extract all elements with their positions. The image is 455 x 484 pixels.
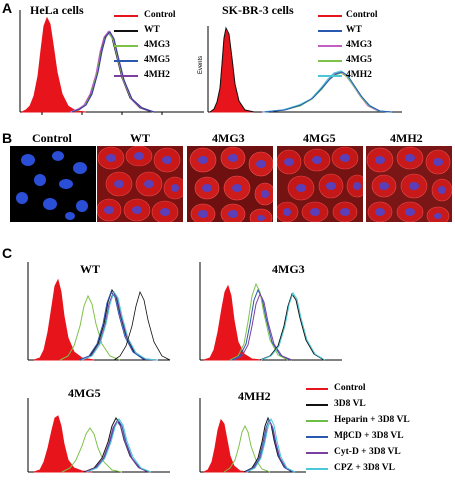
panel-label-a: A [2, 0, 13, 16]
c-legend-heparin: Heparin + 3D8 VL [334, 415, 410, 425]
skbr3-legend-4mg3: 4MG3 [346, 40, 372, 50]
hela-title: HeLa cells [30, 3, 84, 17]
micrograph-4mg5 [277, 146, 363, 222]
skbr3-legend-4mh2: 4MH2 [346, 70, 372, 80]
micrograph-4mh2 [366, 146, 452, 222]
micro-label-control: Control [32, 131, 72, 145]
panel-label-c: C [2, 245, 13, 261]
micro-label-4mg5: 4MG5 [303, 131, 336, 145]
skbr3-wt-control-outline [209, 26, 255, 113]
c-title-wt: WT [80, 262, 101, 276]
hela-control-peak [21, 16, 87, 113]
skbr3-histogram [207, 26, 402, 113]
c-title-4mg5: 4MG5 [68, 386, 101, 400]
c-legend-3d8vl: 3D8 VL [334, 399, 366, 409]
skbr3-title: SK-BR-3 cells [222, 3, 294, 17]
c-histogram-4mh2 [199, 398, 306, 473]
micrograph-4mg3 [187, 146, 273, 222]
skbr3-legend-4mg5: 4MG5 [346, 55, 372, 65]
micro-label-4mg3: 4MG3 [212, 131, 245, 145]
c-legend-cytd: Cyt-D + 3D8 VL [334, 447, 401, 457]
c-title-4mg3: 4MG3 [272, 262, 305, 276]
skbr3-wt-curve [264, 71, 393, 113]
hela-legend-wt: WT [144, 25, 160, 35]
skbr3-control-peak [209, 28, 255, 113]
hela-legend-control: Control [144, 10, 176, 20]
hela-legend-4mg3: 4MG3 [144, 40, 170, 50]
c-histogram-wt [27, 262, 171, 361]
micro-label-4mh2: 4MH2 [390, 131, 423, 145]
micro-label-wt: WT [130, 131, 151, 145]
micrograph-control [10, 146, 96, 222]
c-legend-cpz: CPZ + 3D8 VL [334, 463, 395, 473]
c-legend-mbcd: MβCD + 3D8 VL [334, 431, 404, 441]
hela-legend-4mg5: 4MG5 [144, 55, 170, 65]
hela-4mg5-curve [70, 32, 154, 113]
c-histogram-4mg3 [199, 262, 342, 361]
skbr3-legend-control: Control [346, 10, 378, 20]
c-title-4mh2: 4MH2 [238, 389, 271, 403]
hela-4mh2-curve [71, 31, 155, 113]
c-legend-control: Control [334, 383, 366, 393]
hela-4mg3-curve [69, 30, 154, 113]
c-histogram-4mg5 [27, 398, 170, 473]
hela-legend-4mh2: 4MH2 [144, 70, 170, 80]
micrograph-wt [97, 146, 183, 222]
panel-label-b: B [2, 130, 13, 146]
skbr3-legend-wt: WT [346, 25, 362, 35]
hela-histogram [19, 10, 204, 115]
